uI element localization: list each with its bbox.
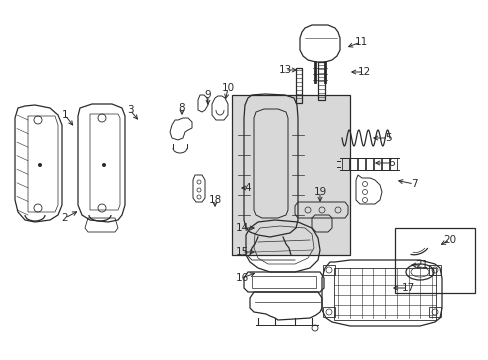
Bar (341, 158, 348, 170)
Text: 20: 20 (443, 235, 456, 245)
Text: 11: 11 (354, 37, 367, 47)
Text: 14: 14 (235, 223, 248, 233)
Bar (323, 307, 334, 317)
Circle shape (38, 163, 42, 167)
Bar (231, 95, 349, 255)
Text: 4: 4 (244, 183, 251, 193)
Text: 10: 10 (221, 83, 234, 93)
Text: 1: 1 (61, 110, 68, 120)
Text: 9: 9 (204, 90, 211, 100)
Text: 7: 7 (410, 179, 416, 189)
Bar (365, 158, 372, 170)
Text: 8: 8 (178, 103, 185, 113)
Bar (317, 62, 325, 100)
Text: 16: 16 (235, 273, 248, 283)
Text: 17: 17 (401, 283, 414, 293)
Bar (349, 158, 356, 170)
Bar (389, 158, 396, 170)
Bar (428, 307, 440, 317)
Text: 21: 21 (414, 260, 428, 270)
Text: 15: 15 (235, 247, 248, 257)
Text: 2: 2 (61, 213, 68, 223)
Text: 13: 13 (278, 65, 291, 75)
Bar (295, 68, 302, 103)
Bar (357, 158, 364, 170)
Bar (381, 158, 388, 170)
Text: 6: 6 (388, 158, 394, 168)
Text: 19: 19 (313, 187, 326, 197)
Text: 5: 5 (384, 133, 390, 143)
Text: 12: 12 (357, 67, 370, 77)
Bar (428, 265, 440, 275)
Bar (373, 158, 380, 170)
Bar (323, 265, 334, 275)
Bar (394, 228, 474, 293)
Text: 3: 3 (126, 105, 133, 115)
Circle shape (102, 163, 106, 167)
Bar (333, 268, 435, 320)
Text: 18: 18 (208, 195, 221, 205)
